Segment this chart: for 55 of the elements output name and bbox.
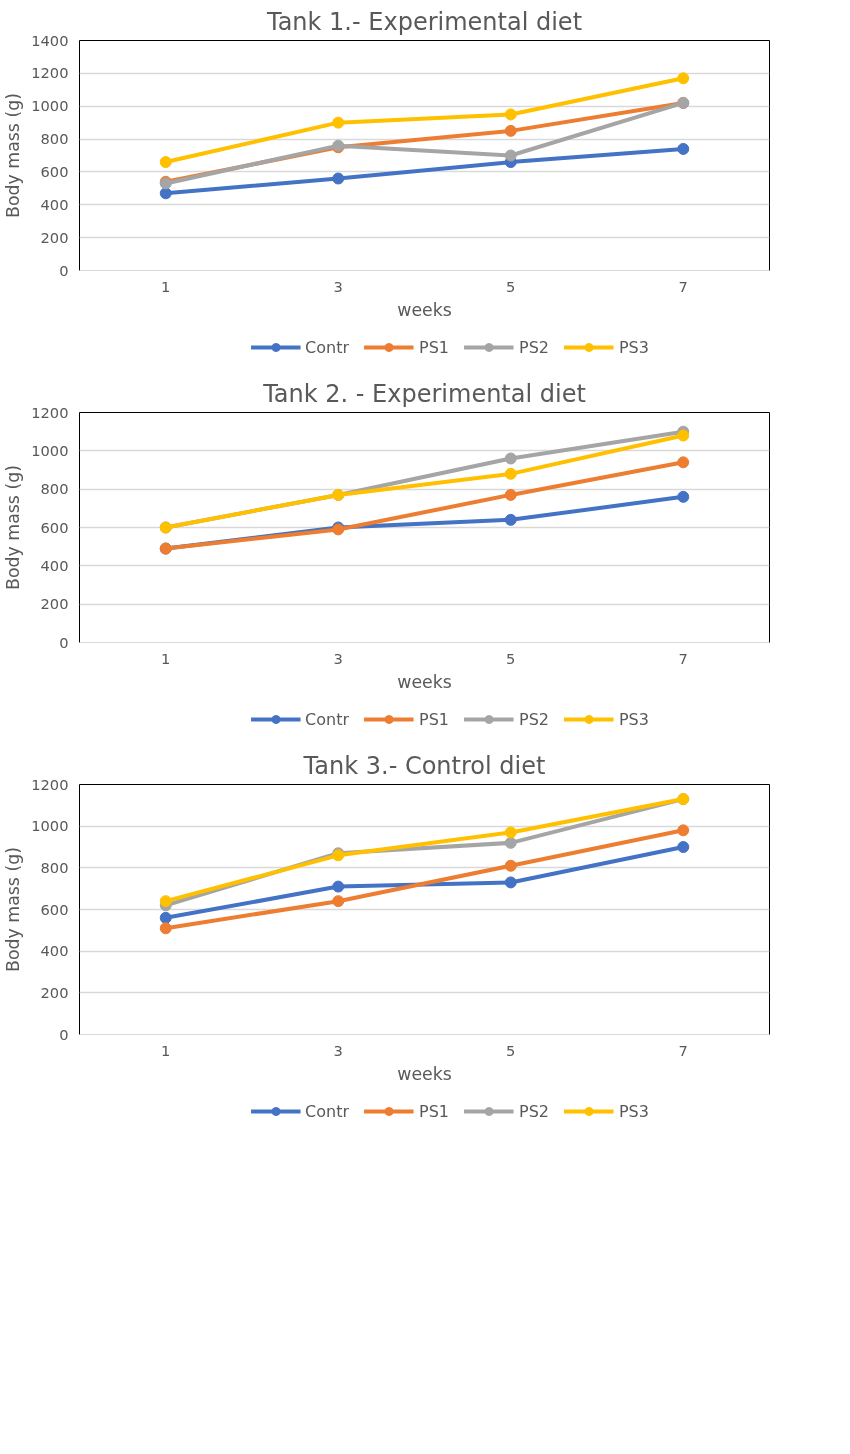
y-axis-title: Body mass (g): [3, 93, 24, 218]
y-tick-label: 200: [40, 983, 69, 1001]
legend-label: PS2: [518, 337, 549, 357]
y-tick-label: 0: [59, 261, 69, 279]
x-tick-label: 3: [333, 1041, 343, 1059]
x-tick-label: 5: [506, 649, 516, 667]
x-tick-label: 1: [161, 649, 171, 667]
x-tick-label: 3: [333, 649, 343, 667]
x-axis-title: weeks: [397, 671, 452, 692]
y-tick-label: 1000: [31, 817, 69, 835]
x-tick-label: 5: [506, 1041, 516, 1059]
legend-label: PS3: [618, 709, 649, 729]
y-tick-label: 800: [40, 858, 69, 876]
x-tick-label: 5: [506, 277, 516, 295]
y-tick-label: 0: [59, 1025, 69, 1043]
y-tick-label: 600: [40, 518, 69, 536]
y-tick-label: 1200: [31, 403, 69, 421]
x-tick-label: 7: [678, 1041, 688, 1059]
y-tick-label: 1000: [31, 97, 69, 115]
y-tick-label: 1200: [31, 775, 69, 793]
y-tick-label: 0: [59, 633, 69, 651]
legend-label: Contr: [305, 337, 349, 357]
x-tick-label: 7: [678, 277, 688, 295]
legend-label: PS1: [419, 1101, 449, 1121]
y-axis-title: Body mass (g): [3, 847, 24, 972]
y-tick-label: 200: [40, 228, 69, 246]
x-tick-label: 7: [678, 649, 688, 667]
y-tick-label: 600: [40, 900, 69, 918]
legend-label: PS3: [618, 337, 649, 357]
x-tick-label: 1: [161, 277, 171, 295]
legend-label: PS1: [419, 337, 449, 357]
y-tick-label: 400: [40, 942, 69, 960]
y-tick-label: 800: [40, 480, 69, 498]
legend-label: PS2: [518, 709, 549, 729]
chart-title: Tank 1.- Experimental diet: [265, 7, 583, 36]
y-tick-label: 1400: [31, 31, 69, 49]
x-axis-title: weeks: [397, 299, 452, 320]
x-axis-title: weeks: [397, 1063, 452, 1084]
chart-title: Tank 3.- Control diet: [302, 751, 546, 780]
y-tick-label: 600: [40, 162, 69, 180]
legend-label: Contr: [305, 1101, 349, 1121]
legend-label: Contr: [305, 709, 349, 729]
y-tick-label: 400: [40, 556, 69, 574]
y-tick-label: 200: [40, 595, 69, 613]
chart-title: Tank 2. - Experimental diet: [262, 379, 586, 408]
legend-label: PS2: [518, 1101, 549, 1121]
x-tick-label: 3: [333, 277, 343, 295]
y-axis-title: Body mass (g): [3, 465, 24, 590]
legend-label: PS3: [618, 1101, 649, 1121]
y-tick-label: 800: [40, 130, 69, 148]
x-tick-label: 1: [161, 1041, 171, 1059]
y-tick-label: 1000: [31, 441, 69, 459]
y-tick-label: 1200: [31, 64, 69, 82]
y-tick-label: 400: [40, 195, 69, 213]
legend-label: PS1: [419, 709, 449, 729]
